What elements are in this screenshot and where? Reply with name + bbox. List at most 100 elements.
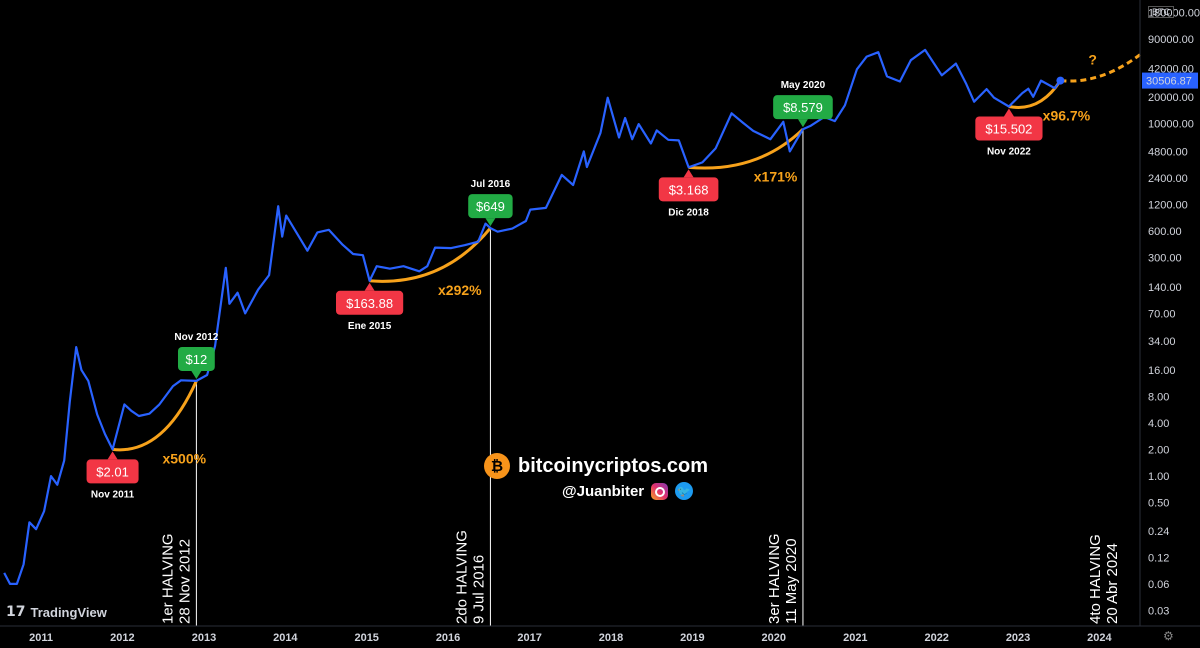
brand-watermark: ₿ bitcoinycriptos.com bbox=[484, 453, 708, 479]
year-tick-label: 2018 bbox=[599, 632, 623, 644]
year-tick-label: 2019 bbox=[680, 632, 704, 644]
tag-pointer bbox=[683, 169, 694, 178]
price-tick-label: 4800.00 bbox=[1148, 146, 1188, 158]
current-price-label: 30506.87 bbox=[1146, 76, 1192, 88]
price-series bbox=[3, 48, 1062, 586]
tradingview-name: TradingView bbox=[30, 604, 107, 620]
price-tick-label: 1.00 bbox=[1148, 471, 1169, 483]
year-tick-label: 2020 bbox=[762, 632, 786, 644]
tag-pointer bbox=[797, 119, 808, 128]
tag-pointer bbox=[191, 370, 202, 379]
tag-box bbox=[658, 177, 719, 202]
year-tick-label: 2024 bbox=[1087, 632, 1112, 644]
tag-date: Jul 2016 bbox=[471, 179, 511, 190]
halving-label-line1: 3er HALVING bbox=[766, 533, 783, 624]
year-tick-label: 2015 bbox=[354, 632, 378, 644]
price-tick-label: 34.00 bbox=[1148, 336, 1176, 348]
price-tick-label: 20000.00 bbox=[1148, 92, 1194, 104]
year-tick-label: 2011 bbox=[29, 632, 53, 644]
tag-price: $8.579 bbox=[783, 100, 823, 115]
year-tick-label: 2022 bbox=[924, 632, 948, 644]
bitcoin-microphone-icon: ₿ bbox=[484, 453, 510, 479]
question-mark-icon: ? bbox=[1088, 52, 1097, 68]
halving-label-line2: 28 Nov 2012 bbox=[176, 539, 193, 624]
low-price-tag: $3.168 Dic 2018 bbox=[658, 169, 719, 218]
high-price-tag: $12 Nov 2012 bbox=[174, 332, 219, 379]
tradingview-icon: 17 bbox=[6, 604, 26, 620]
price-tick-label: 0.24 bbox=[1148, 526, 1169, 538]
tag-price: $15.502 bbox=[985, 122, 1032, 137]
multiplier-curve bbox=[688, 128, 804, 170]
price-tick-label: 4.00 bbox=[1148, 418, 1169, 430]
price-tick-label: 0.06 bbox=[1148, 579, 1169, 591]
price-line bbox=[3, 48, 1062, 586]
tag-date: May 2020 bbox=[781, 80, 826, 91]
tag-price: $2.01 bbox=[96, 464, 129, 479]
tag-price: $3.168 bbox=[669, 182, 709, 197]
multiplier-label: x96.7% bbox=[1043, 108, 1091, 124]
price-tick-label: 70.00 bbox=[1148, 308, 1176, 320]
halving-label-line2: 20 Abr 2024 bbox=[1104, 543, 1121, 624]
price-tick-label: 300.00 bbox=[1148, 253, 1182, 265]
halving-label-line2: 9 Jul 2016 bbox=[470, 555, 487, 624]
projection-dashed-curve bbox=[1060, 53, 1141, 83]
year-tick-label: 2017 bbox=[517, 632, 541, 644]
price-tick-label: 10000.00 bbox=[1148, 118, 1194, 130]
tag-pointer bbox=[485, 218, 496, 227]
multiplier-label: x171% bbox=[754, 168, 798, 184]
social-handle: @Juanbiter bbox=[562, 482, 645, 500]
price-tick-label: 0.12 bbox=[1148, 552, 1169, 564]
multiplier-curve bbox=[369, 227, 492, 283]
tag-date: Dic 2018 bbox=[668, 207, 709, 218]
tradingview-logo[interactable]: 17 TradingView bbox=[6, 604, 107, 620]
tag-price: $12 bbox=[186, 352, 208, 367]
tag-pointer bbox=[1003, 108, 1014, 117]
low-price-tag: $15.502 Nov 2022 bbox=[975, 108, 1043, 158]
tag-date: Nov 2012 bbox=[174, 332, 218, 343]
tag-date: Nov 2011 bbox=[91, 489, 135, 500]
halving-label: 1er HALVING 28 Nov 2012 bbox=[159, 533, 193, 624]
gear-icon[interactable]: ⚙ bbox=[1163, 629, 1174, 643]
price-axis: 180000.00 90000.00 42000.00 20000.00 10000.0… bbox=[1139, 0, 1200, 626]
tag-date: Ene 2015 bbox=[348, 321, 392, 332]
price-tick-label: 140.00 bbox=[1148, 282, 1182, 294]
price-tick-label: 600.00 bbox=[1148, 226, 1182, 238]
price-tick-label: 90000.00 bbox=[1148, 34, 1194, 46]
halving-label: 4to HALVING 20 Abr 2024 bbox=[1087, 534, 1121, 624]
tag-pointer bbox=[107, 451, 118, 460]
price-tick-label: 0.03 bbox=[1148, 605, 1169, 617]
tag-pointer bbox=[364, 282, 375, 291]
tag-date: Nov 2022 bbox=[987, 147, 1031, 158]
halving-label-line1: 2do HALVING bbox=[453, 530, 470, 624]
price-tick-label: 180000.00 bbox=[1148, 8, 1200, 20]
current-price-tag bbox=[1142, 72, 1198, 89]
halving-label-line1: 1er HALVING bbox=[159, 533, 176, 624]
annotation-tags: $2.01 Nov 2011 $163.88 Ene 2015 $3.168 Dic 20… bbox=[86, 80, 1043, 500]
price-tick-label: 42000.00 bbox=[1148, 63, 1194, 75]
year-tick-label: 2014 bbox=[273, 632, 298, 644]
low-price-tag: $2.01 Nov 2011 bbox=[86, 451, 139, 500]
multiplier-curves: x500% x292% x171% x96.7% bbox=[112, 79, 1091, 466]
price-tick-label: 8.00 bbox=[1148, 391, 1169, 403]
year-tick-label: 2013 bbox=[192, 632, 216, 644]
tag-price: $163.88 bbox=[346, 296, 393, 311]
year-tick-label: 2016 bbox=[436, 632, 460, 644]
low-price-tag: $163.88 Ene 2015 bbox=[335, 282, 404, 332]
tag-box bbox=[177, 346, 215, 371]
tag-box bbox=[975, 116, 1043, 141]
halving-label-line1: 4to HALVING bbox=[1087, 534, 1104, 624]
tag-box bbox=[468, 194, 513, 219]
price-tick-label: 1200.00 bbox=[1148, 200, 1188, 212]
projection: ? bbox=[1056, 52, 1141, 85]
year-tick-label: 2023 bbox=[1006, 632, 1030, 644]
price-tick-label: 2400.00 bbox=[1148, 173, 1188, 185]
symbol-badge[interactable]: BTC bbox=[1148, 6, 1174, 18]
social-handle-row: @Juanbiter 🐦 bbox=[562, 482, 694, 500]
high-price-tag: $649 Jul 2016 bbox=[468, 179, 513, 227]
price-tick-label: 16.00 bbox=[1148, 365, 1176, 377]
tag-box bbox=[335, 290, 404, 315]
current-price-dot bbox=[1056, 76, 1065, 85]
price-tick-label: 2.00 bbox=[1148, 445, 1169, 457]
multiplier-curve bbox=[112, 380, 198, 452]
